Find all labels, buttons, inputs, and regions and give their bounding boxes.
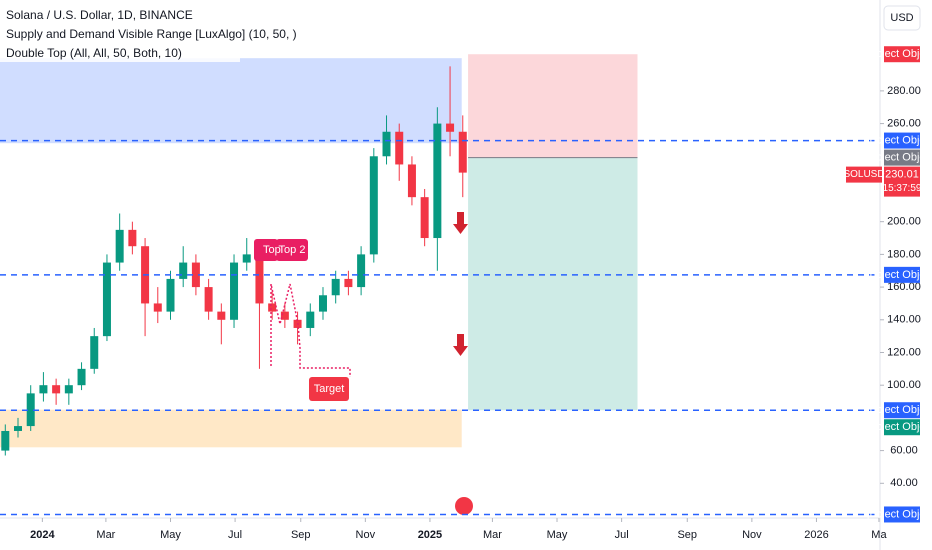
x-tick-label: Jul bbox=[228, 529, 242, 541]
currency-button[interactable] bbox=[883, 5, 921, 31]
target-zone bbox=[468, 157, 638, 411]
zone bbox=[0, 409, 462, 448]
x-tick-label: Mar bbox=[96, 529, 115, 541]
x-tick-label: May bbox=[547, 529, 568, 541]
y-tick-label: 120.00 bbox=[887, 346, 921, 358]
pattern-label-bg bbox=[254, 239, 278, 261]
y-tick-label: 280.00 bbox=[887, 85, 921, 97]
symbol-tag bbox=[846, 166, 882, 183]
candle-body bbox=[433, 123, 442, 239]
currency-label[interactable]: USD bbox=[890, 12, 913, 24]
chart-title: Solana / U.S. Dollar, 1D, BINANCE bbox=[6, 8, 193, 22]
pattern-label: Top 2 bbox=[279, 244, 306, 256]
x-tick-label: 2024 bbox=[30, 529, 55, 541]
x-tick-label: 2025 bbox=[418, 529, 442, 541]
x-tick-label: Mar bbox=[483, 529, 502, 541]
pattern-label-bg bbox=[309, 377, 349, 401]
candle-body bbox=[420, 197, 429, 239]
candle-body bbox=[90, 336, 99, 369]
price-tag bbox=[884, 46, 920, 63]
candle-body bbox=[344, 278, 353, 288]
price-tag bbox=[884, 419, 920, 436]
candle-body bbox=[217, 311, 226, 320]
y-tick-label: 100.00 bbox=[887, 379, 921, 391]
candle-body bbox=[115, 229, 124, 263]
price-tag-label: [object Object] bbox=[867, 48, 932, 60]
y-tick-label: 180.00 bbox=[887, 248, 921, 260]
countdown: 15:37:59 bbox=[883, 183, 922, 194]
pattern-label-bg bbox=[276, 239, 308, 261]
price-tag bbox=[884, 506, 920, 523]
candle-body bbox=[230, 262, 239, 320]
x-tick-label: May bbox=[160, 529, 181, 541]
candle-body bbox=[39, 385, 48, 394]
candle-body bbox=[153, 303, 162, 312]
x-tick-label: Nov bbox=[356, 529, 376, 541]
candle-body bbox=[242, 254, 251, 263]
candle-body bbox=[382, 131, 391, 157]
zone bbox=[0, 58, 462, 144]
candle-body bbox=[357, 254, 366, 288]
candle-body bbox=[77, 368, 86, 386]
price-tag-label: [object Object] bbox=[867, 421, 932, 433]
candle-body bbox=[395, 131, 404, 165]
candle-body bbox=[102, 262, 111, 337]
candle-body bbox=[268, 303, 277, 312]
y-tick-label: 200.00 bbox=[887, 216, 921, 228]
x-tick-label: Sep bbox=[291, 529, 311, 541]
candle-body bbox=[179, 262, 188, 279]
candle-body bbox=[1, 430, 10, 451]
signal-arrow bbox=[453, 212, 468, 356]
candle-body bbox=[306, 311, 315, 328]
price-tag bbox=[884, 132, 920, 149]
price-tag-label: [object Object] bbox=[867, 404, 932, 416]
y-tick-label: 60.00 bbox=[890, 445, 918, 457]
price-tag-label: [object Object] bbox=[867, 508, 932, 520]
candle-body bbox=[318, 295, 327, 312]
x-tick-label: 2026 bbox=[804, 529, 828, 541]
candle-body bbox=[458, 131, 467, 173]
candle-body bbox=[204, 287, 213, 312]
price-tag-label: 230.01 bbox=[885, 169, 919, 181]
candle-body bbox=[52, 385, 61, 394]
candle-body bbox=[128, 229, 137, 247]
candle-body bbox=[64, 385, 73, 394]
candle-body bbox=[191, 262, 200, 288]
y-tick-label: 260.00 bbox=[887, 117, 921, 129]
y-tick-label: 40.00 bbox=[890, 477, 918, 489]
pattern-line bbox=[270, 283, 351, 377]
price-tag bbox=[884, 166, 920, 197]
indicator-label: Supply and Demand Visible Range [LuxAlgo… bbox=[6, 27, 297, 41]
symbol-label: SOLUSD bbox=[843, 169, 884, 180]
candle-body bbox=[14, 426, 23, 431]
price-tag-label: [object Object] bbox=[867, 269, 932, 281]
x-tick-label: Ma bbox=[871, 529, 887, 541]
y-tick-label: 140.00 bbox=[887, 314, 921, 326]
price-tag bbox=[884, 266, 920, 283]
candle-body bbox=[369, 156, 378, 255]
candle-body bbox=[331, 278, 340, 296]
candle-body bbox=[407, 164, 416, 198]
x-tick-label: Nov bbox=[742, 529, 762, 541]
pattern-label: Top bbox=[263, 244, 281, 256]
pattern-label: Target bbox=[314, 383, 345, 395]
indicator-label: Double Top (All, All, 50, Both, 10) bbox=[6, 46, 182, 60]
candle-body bbox=[26, 393, 35, 427]
stop-zone bbox=[468, 54, 638, 158]
price-tag bbox=[884, 402, 920, 419]
x-tick-label: Sep bbox=[677, 529, 697, 541]
event-icon bbox=[455, 497, 473, 515]
price-tag-label: [object Object] bbox=[867, 134, 932, 146]
candle-body bbox=[255, 254, 264, 304]
x-tick-label: Jul bbox=[615, 529, 629, 541]
price-tag-label: [object Object] bbox=[867, 152, 932, 164]
plot-area bbox=[0, 54, 638, 456]
candle-body bbox=[166, 278, 175, 312]
candle-body bbox=[446, 123, 455, 132]
legend-bg bbox=[0, 4, 240, 62]
candle-body bbox=[280, 311, 289, 320]
price-tag bbox=[884, 149, 920, 166]
y-tick-label: 160.00 bbox=[887, 281, 921, 293]
